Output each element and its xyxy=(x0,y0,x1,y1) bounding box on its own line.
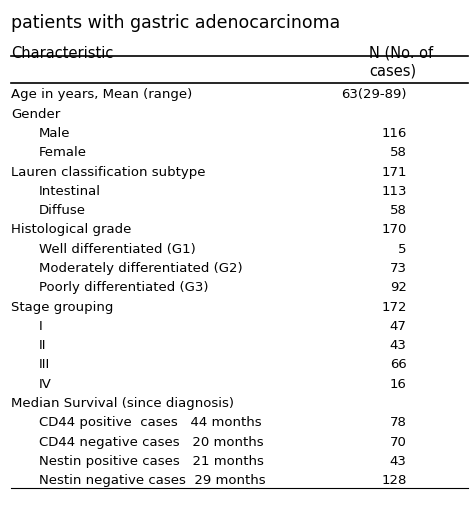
Text: Male: Male xyxy=(39,127,71,140)
Text: Nestin negative cases  29 months: Nestin negative cases 29 months xyxy=(39,474,266,487)
Text: Stage grouping: Stage grouping xyxy=(11,301,113,313)
Text: 73: 73 xyxy=(390,262,407,275)
Text: Lauren classification subtype: Lauren classification subtype xyxy=(11,166,205,179)
Text: patients with gastric adenocarcinoma: patients with gastric adenocarcinoma xyxy=(11,15,340,32)
Text: Median Survival (since diagnosis): Median Survival (since diagnosis) xyxy=(11,397,234,410)
Text: 16: 16 xyxy=(390,378,407,391)
Text: 63(29-89): 63(29-89) xyxy=(341,89,407,102)
Text: 172: 172 xyxy=(381,301,407,313)
Text: III: III xyxy=(39,358,50,372)
Text: Moderately differentiated (G2): Moderately differentiated (G2) xyxy=(39,262,243,275)
Text: Age in years, Mean (range): Age in years, Mean (range) xyxy=(11,89,192,102)
Text: 78: 78 xyxy=(390,416,407,429)
Text: 171: 171 xyxy=(381,166,407,179)
Text: CD44 positive  cases   44 months: CD44 positive cases 44 months xyxy=(39,416,262,429)
Text: Diffuse: Diffuse xyxy=(39,204,86,217)
Text: 47: 47 xyxy=(390,320,407,333)
Text: Well differentiated (G1): Well differentiated (G1) xyxy=(39,243,196,256)
Text: Characteristic: Characteristic xyxy=(11,46,113,61)
Text: 113: 113 xyxy=(381,185,407,198)
Text: Nestin positive cases   21 months: Nestin positive cases 21 months xyxy=(39,455,264,468)
Text: 43: 43 xyxy=(390,455,407,468)
Text: 92: 92 xyxy=(390,281,407,294)
Text: 70: 70 xyxy=(390,435,407,449)
Text: 43: 43 xyxy=(390,339,407,352)
Text: Poorly differentiated (G3): Poorly differentiated (G3) xyxy=(39,281,209,294)
Text: 116: 116 xyxy=(381,127,407,140)
Text: Female: Female xyxy=(39,146,87,159)
Text: IV: IV xyxy=(39,378,52,391)
Text: N (No. of
cases): N (No. of cases) xyxy=(369,46,433,78)
Text: II: II xyxy=(39,339,46,352)
Text: 170: 170 xyxy=(381,223,407,236)
Text: 58: 58 xyxy=(390,146,407,159)
Text: 128: 128 xyxy=(381,474,407,487)
Text: CD44 negative cases   20 months: CD44 negative cases 20 months xyxy=(39,435,264,449)
Text: Histological grade: Histological grade xyxy=(11,223,131,236)
Text: Gender: Gender xyxy=(11,108,60,121)
Text: 58: 58 xyxy=(390,204,407,217)
Text: Intestinal: Intestinal xyxy=(39,185,101,198)
Text: 5: 5 xyxy=(398,243,407,256)
Text: 66: 66 xyxy=(390,358,407,372)
Text: I: I xyxy=(39,320,43,333)
